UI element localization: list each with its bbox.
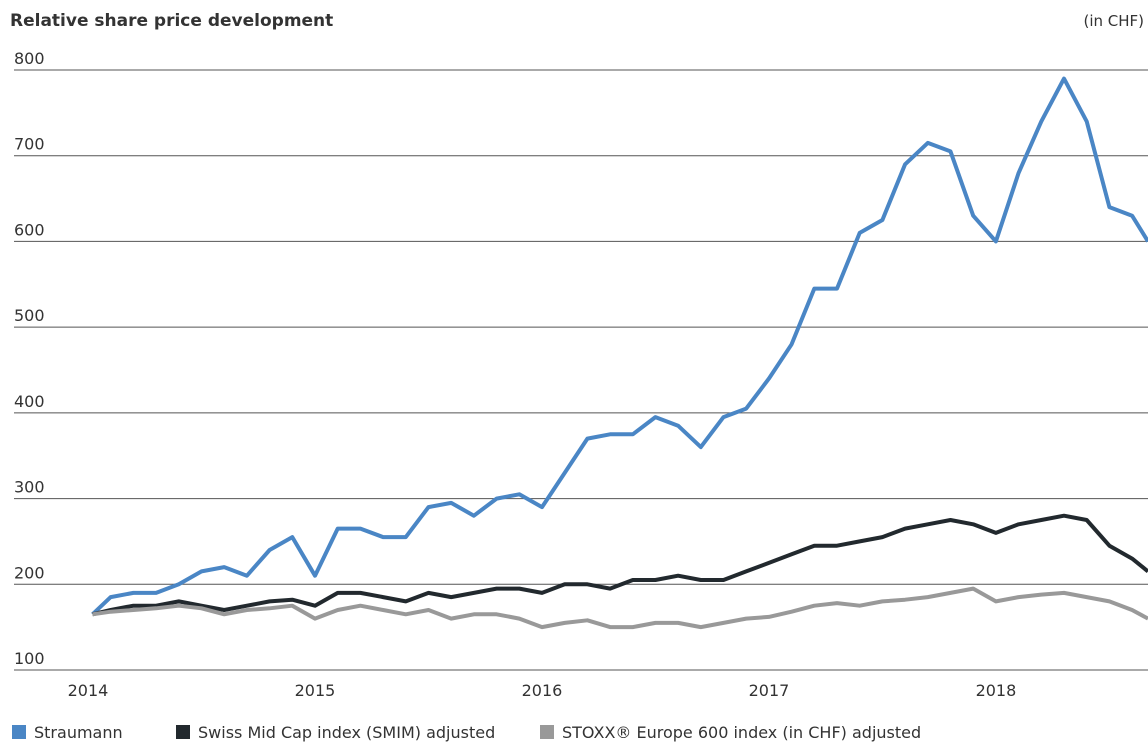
series-line	[91, 76, 1148, 616]
y-tick-label: 600	[14, 220, 45, 239]
y-tick-label: 400	[14, 392, 45, 411]
x-tick-label: 2014	[68, 681, 109, 700]
legend-label: Swiss Mid Cap index (SMIM) adjusted	[198, 723, 495, 742]
y-tick-label: 500	[14, 306, 45, 325]
unit-label: (in CHF)	[1083, 12, 1144, 30]
y-tick-label: 300	[14, 478, 45, 497]
series-line	[92, 586, 1148, 630]
y-tick-label: 200	[14, 563, 45, 582]
x-tick-label: 2015	[295, 681, 336, 700]
y-tick-label: 700	[14, 135, 45, 154]
x-tick-label: 2018	[976, 681, 1017, 700]
chart-title: Relative share price development	[10, 11, 333, 31]
legend-label: STOXX® Europe 600 index (in CHF) adjuste…	[562, 723, 921, 742]
legend-swatch	[540, 725, 554, 739]
y-tick-label: 100	[14, 649, 45, 668]
legend-swatch	[176, 725, 190, 739]
legend-label: Straumann	[34, 723, 123, 742]
x-tick-label: 2017	[749, 681, 790, 700]
series-line	[92, 513, 1148, 617]
y-tick-label: 800	[14, 49, 45, 68]
x-tick-label: 2016	[522, 681, 563, 700]
legend-swatch	[12, 725, 26, 739]
